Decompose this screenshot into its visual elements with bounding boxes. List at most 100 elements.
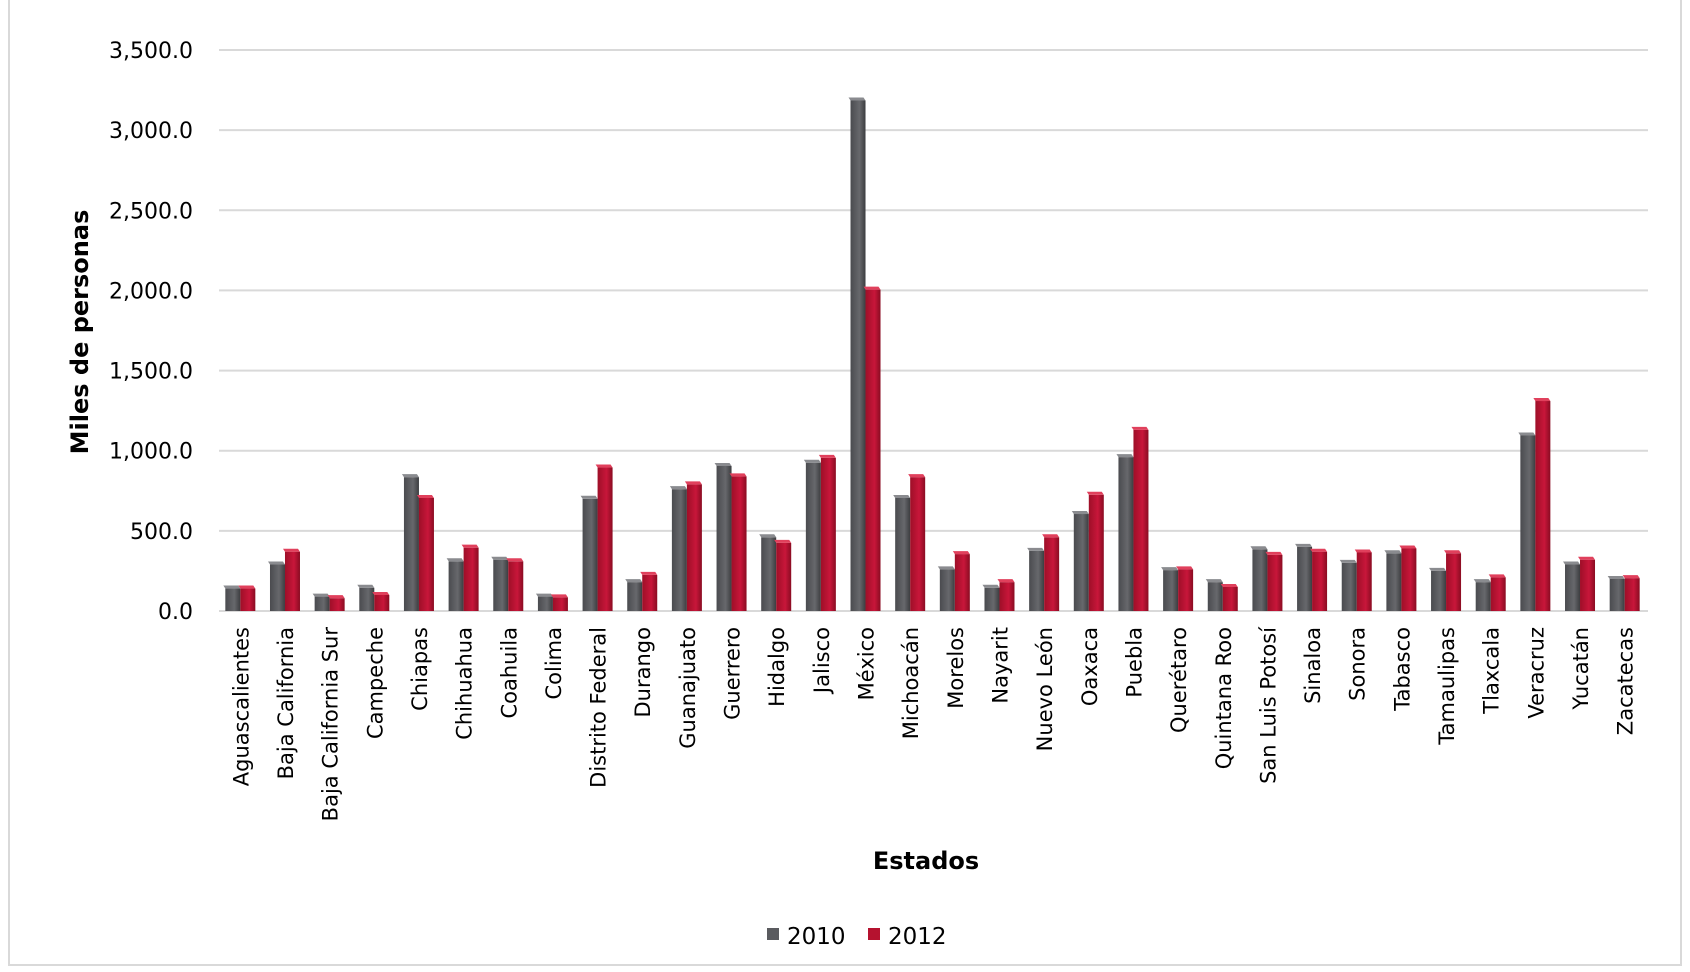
bar-2012 <box>865 289 881 611</box>
bar-2012 <box>284 551 300 611</box>
bar-top-2012 <box>774 539 792 543</box>
bar-2010 <box>269 564 285 611</box>
bar-2012 <box>552 597 568 611</box>
bar-2010 <box>1252 549 1268 611</box>
bar-top-2012 <box>997 579 1015 583</box>
bar-top-2010 <box>982 584 1000 588</box>
x-axis-ticks: Aguascalientes Baja California Baja Califo… <box>229 626 1637 821</box>
bar-2010 <box>1475 582 1491 611</box>
bar-2012 <box>642 574 658 611</box>
bar-2012 <box>776 542 792 611</box>
bar-top-2010 <box>1429 567 1447 571</box>
y-tick-label: 500.0 <box>130 520 193 545</box>
bar-2012 <box>1356 552 1372 611</box>
bar-2010 <box>1297 546 1313 611</box>
bar-2012 <box>374 594 390 611</box>
bar-top-2012 <box>282 548 300 552</box>
bar-2012 <box>1088 494 1104 611</box>
x-tick-label: Nuevo León <box>1033 627 1057 751</box>
bar-2012 <box>1133 429 1149 611</box>
bar-2012 <box>418 497 434 611</box>
bar-top-2010 <box>1339 559 1357 563</box>
x-tick-label: Baja California Sur <box>319 627 343 822</box>
bar-2012 <box>686 484 702 611</box>
bar-top-2012 <box>1265 551 1283 555</box>
y-tick-label: 0.0 <box>158 600 193 625</box>
bar-2010 <box>225 588 241 611</box>
bar-2010 <box>582 498 598 611</box>
bar-2010 <box>314 596 330 611</box>
bar-top-2010 <box>1607 575 1625 579</box>
y-tick-label: 1,000.0 <box>109 440 193 465</box>
x-tick-label: Puebla <box>1122 627 1146 698</box>
bar-top-2012 <box>1622 575 1640 579</box>
bar-2012 <box>597 467 613 611</box>
bar-top-2012 <box>238 585 256 589</box>
bar-top-2010 <box>446 558 464 562</box>
y-tick-label: 3,500.0 <box>109 39 193 64</box>
x-tick-label: Colima <box>542 627 566 700</box>
bar-2010 <box>671 489 687 611</box>
bar-top-2010 <box>1116 454 1134 458</box>
x-axis-title: Estados <box>873 847 979 875</box>
bar-top-2012 <box>640 571 658 575</box>
x-tick-label: Tamaulipas <box>1435 627 1459 746</box>
bar-top-2010 <box>1161 567 1179 571</box>
x-tick-label: Guanajuato <box>676 627 700 749</box>
bar-top-2010 <box>848 97 866 101</box>
x-tick-label: México <box>855 627 879 700</box>
y-tick-label: 1,500.0 <box>109 360 193 385</box>
bar-2012 <box>954 554 970 611</box>
bar-top-2010 <box>357 584 375 588</box>
bar-top-2010 <box>1518 432 1536 436</box>
x-tick-label: Durango <box>631 627 655 717</box>
bar-2012 <box>463 547 479 611</box>
bar-top-2010 <box>1027 547 1045 551</box>
bar-2010 <box>448 561 464 611</box>
bar-top-2010 <box>580 495 598 499</box>
bar-2012 <box>508 561 524 611</box>
bar-top-2010 <box>401 474 419 478</box>
bar-2010 <box>359 587 375 611</box>
x-tick-label: Zacatecas <box>1614 627 1638 735</box>
bar-2012 <box>1490 577 1506 611</box>
x-tick-label: Nayarit <box>988 627 1012 704</box>
x-tick-label: Tlaxcala <box>1480 627 1504 715</box>
bar-2012 <box>999 582 1015 611</box>
x-tick-label: Coahuila <box>497 627 521 719</box>
bar-2010 <box>403 477 419 611</box>
bar-top-2012 <box>1444 550 1462 554</box>
bar-top-2012 <box>1399 545 1417 549</box>
bar-2010 <box>1118 457 1134 611</box>
x-tick-label: Campeche <box>363 627 387 739</box>
bar-top-2010 <box>1563 561 1581 565</box>
bar-top-2012 <box>1533 398 1551 402</box>
legend-swatch-2012 <box>868 928 880 940</box>
bar-top-2012 <box>506 558 524 562</box>
x-tick-label: Chihuahua <box>453 627 477 740</box>
bar-top-2010 <box>937 566 955 570</box>
y-axis-ticks: 0.0 500.0 1,000.0 1,500.0 2,000.0 2,500.0 3,00… <box>109 39 193 625</box>
bar-top-2012 <box>1578 556 1596 560</box>
x-tick-label: San Luis Potosí <box>1256 626 1280 784</box>
bar-top-2010 <box>803 459 821 463</box>
y-tick-label: 3,000.0 <box>109 119 193 144</box>
bar-2010 <box>716 465 732 611</box>
bar-2012 <box>1178 569 1194 611</box>
x-tick-label: Baja California <box>274 627 298 779</box>
bar-2010 <box>1565 564 1581 611</box>
bar-2012 <box>1535 401 1551 611</box>
x-tick-label: Morelos <box>944 627 968 709</box>
legend-swatch-2010 <box>767 928 779 940</box>
y-tick-label: 2,500.0 <box>109 199 193 224</box>
bar-top-2010 <box>714 462 732 466</box>
bar-top-2010 <box>312 593 330 597</box>
bar-top-2012 <box>372 591 390 595</box>
bar-2012 <box>820 457 836 611</box>
x-tick-label: Sonora <box>1346 627 1370 701</box>
bar-2012 <box>329 598 345 611</box>
bar-2010 <box>895 497 911 611</box>
bar-2012 <box>910 477 926 611</box>
x-tick-label: Yucatán <box>1569 627 1593 711</box>
